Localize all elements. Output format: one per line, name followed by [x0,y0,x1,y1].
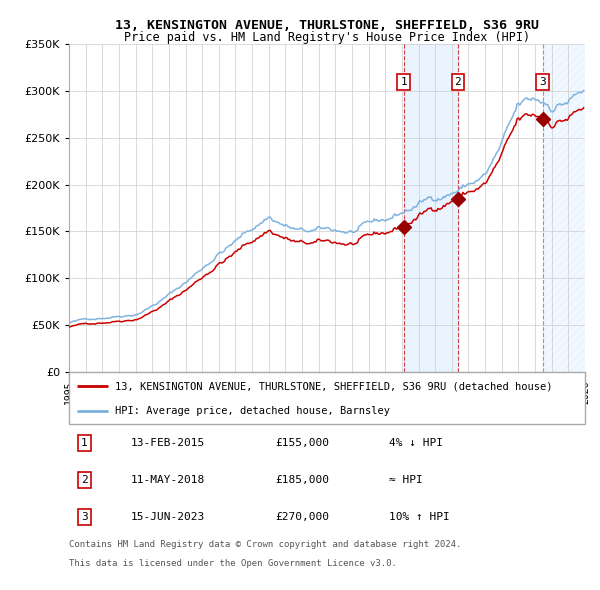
Text: 13-FEB-2015: 13-FEB-2015 [131,438,205,448]
Text: 10% ↑ HPI: 10% ↑ HPI [389,512,449,522]
Text: £185,000: £185,000 [275,475,329,485]
Text: £155,000: £155,000 [275,438,329,448]
Text: £270,000: £270,000 [275,512,329,522]
Text: Contains HM Land Registry data © Crown copyright and database right 2024.: Contains HM Land Registry data © Crown c… [69,540,461,549]
Bar [404,44,458,372]
Text: 1: 1 [81,438,88,448]
Text: This data is licensed under the Open Government Licence v3.0.: This data is licensed under the Open Gov… [69,559,397,568]
Text: 3: 3 [539,77,546,87]
Text: 15-JUN-2023: 15-JUN-2023 [131,512,205,522]
Text: ≈ HPI: ≈ HPI [389,475,422,485]
Text: 2: 2 [455,77,461,87]
Text: Price paid vs. HM Land Registry's House Price Index (HPI): Price paid vs. HM Land Registry's House … [124,31,530,44]
Text: 13, KENSINGTON AVENUE, THURLSTONE, SHEFFIELD, S36 9RU (detached house): 13, KENSINGTON AVENUE, THURLSTONE, SHEFF… [115,381,553,391]
Text: 1: 1 [401,77,407,87]
Text: 3: 3 [81,512,88,522]
Bar [543,44,585,372]
Text: HPI: Average price, detached house, Barnsley: HPI: Average price, detached house, Barn… [115,407,391,416]
Text: 13, KENSINGTON AVENUE, THURLSTONE, SHEFFIELD, S36 9RU: 13, KENSINGTON AVENUE, THURLSTONE, SHEFF… [115,19,539,32]
Text: 4% ↓ HPI: 4% ↓ HPI [389,438,443,448]
Text: 11-MAY-2018: 11-MAY-2018 [131,475,205,485]
Text: 2: 2 [81,475,88,485]
